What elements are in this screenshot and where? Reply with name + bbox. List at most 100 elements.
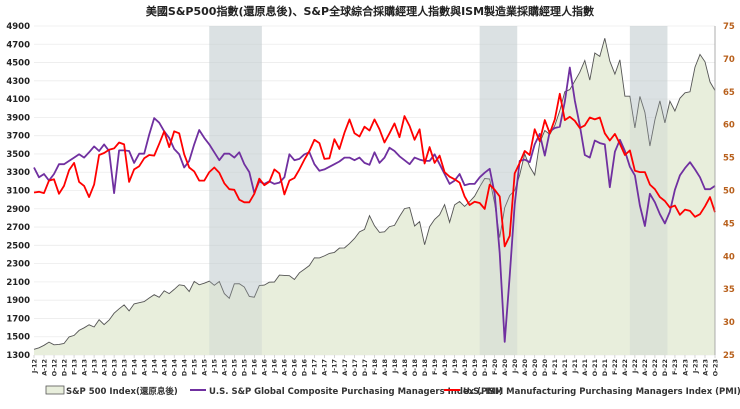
y-right-tick-label: 55 [723,154,735,164]
y-left-tick-label: 1700 [6,314,30,324]
x-tick-label: A-14 [160,359,168,376]
y-right-tick-label: 30 [723,318,735,328]
shaded-period-overlay [629,26,668,355]
x-tick-label: A-16 [261,359,269,376]
y-left-tick-label: 3700 [6,132,30,142]
y-left-tick-label: 2500 [6,241,30,251]
x-tick-label: A-15 [221,359,229,376]
y-left-tick-label: 2700 [6,223,30,233]
series-group [33,26,716,355]
x-tick-label: F-20 [491,359,499,375]
x-tick-label: F-18 [371,359,379,375]
x-tick-label: D-15 [241,359,249,377]
x-tick-label: F-22 [611,359,619,375]
x-tick-label: A-13 [80,359,88,376]
x-tick-label: O-18 [411,359,419,377]
y-left-tick-label: 2100 [6,278,30,288]
x-tick-label: O-17 [351,359,359,376]
y-left-tick-label: 4700 [6,40,30,50]
y-left-tick-label: 1300 [6,351,30,361]
x-tick-label: D-19 [481,359,489,377]
y-left-tick-label: 3100 [6,187,30,197]
x-tick-label: O-14 [171,359,179,377]
y-right-tick-label: 35 [723,285,735,295]
x-tick-label: A-20 [501,359,509,376]
x-tick-label: D-14 [181,359,189,377]
x-tick-label: O-21 [591,359,599,377]
legend-label-sp500: S&P 500 Index(還原息後) [66,386,178,397]
y-left-tick-label: 4300 [6,77,30,87]
x-tick-label: J-18 [391,359,399,375]
x-tick-label: A-23 [681,359,689,376]
y-left-tick-label: 2900 [6,205,30,215]
y-left-tick-label: 4100 [6,95,30,105]
x-tick-label: O-13 [110,359,118,376]
x-tick-label: J-14 [150,359,158,375]
x-tick-label: O-16 [291,359,299,377]
y-left-tick-label: 4500 [6,59,30,69]
x-tick-label: J-19 [451,359,459,375]
y-right-tick-label: 65 [723,88,735,98]
x-tick-label: F-21 [551,359,559,375]
y-left-tick-label: 2300 [6,260,30,270]
y-left-tick-label: 3900 [6,113,30,123]
x-tick-label: A-15 [201,359,209,376]
x-tick-label: A-18 [381,359,389,376]
legend-item-composite-pmi: U.S. S&P Global Composite Purchasing Man… [190,387,503,397]
x-tick-label: A-23 [701,359,709,376]
legend-swatch-sp500 [45,385,65,395]
x-tick-label: A-22 [641,359,649,376]
x-tick-label: O-22 [651,359,659,376]
y-left-tick-label: 4900 [6,22,30,32]
legend-item-sp500: S&P 500 Index(還原息後) [45,385,178,397]
x-tick-label: O-12 [50,359,58,376]
sp500-area [34,38,715,355]
x-tick-label: A-21 [561,359,569,376]
x-tick-label: A-16 [281,359,289,376]
composite-pmi-line [33,66,716,343]
x-tick-label: F-14 [130,359,138,375]
x-tick-label: J-12 [30,359,38,374]
x-tick-label: J-21 [571,359,579,375]
x-tick-label: A-20 [521,359,529,376]
x-tick-label: J-13 [90,359,98,374]
shaded-period-overlay [479,26,518,355]
x-tick-label: A-18 [401,359,409,376]
x-tick-label: J-23 [691,359,699,374]
y-left-tick-label: 3500 [6,150,30,160]
x-tick-label: J-15 [211,359,219,375]
legend-label-composite-pmi: U.S. S&P Global Composite Purchasing Man… [209,387,503,397]
x-tick-label: F-15 [191,359,199,375]
y-right-tick-label: 70 [723,55,735,65]
x-tick-label: O-15 [231,359,239,377]
ism-pmi-line [33,92,716,248]
x-tick-label: A-19 [461,359,469,376]
x-tick-label: D-17 [361,359,369,376]
axes: 1300 1500 1700 1900 2100 2300 2500 2700 2900 3100… [6,22,735,376]
x-tick-label: A-22 [621,359,629,376]
legend-label-ism-pmi: U.S. ISM Manufacturing Purchasing Manage… [463,387,740,397]
x-tick-label: D-12 [60,359,68,376]
x-tick-label: D-22 [661,359,669,376]
y-right-tick-label: 50 [723,187,735,197]
legend: S&P 500 Index(還原息後) U.S. S&P Global Comp… [45,385,740,397]
x-tick-label: D-20 [541,359,549,377]
y-right-tick-label: 75 [723,22,735,32]
x-tick-label: A-12 [40,359,48,376]
y-left-tick-label: 3300 [6,168,30,178]
x-tick-label: O-23 [711,359,719,376]
x-tick-label: D-16 [301,359,309,377]
x-tick-label: A-19 [441,359,449,376]
x-tick-label: J-17 [331,359,339,374]
y-right-tick-label: 25 [723,351,735,361]
x-tick-label: O-20 [531,359,539,377]
legend-item-ism-pmi: U.S. ISM Manufacturing Purchasing Manage… [444,387,740,397]
x-tick-label: A-13 [100,359,108,376]
sp500-line [33,38,716,350]
y-left-tick-label: 1500 [6,333,30,343]
y-right-tick-label: 60 [723,121,735,131]
x-tick-label: O-19 [471,359,479,377]
x-tick-label: A-17 [321,359,329,376]
x-tick-label: F-19 [431,359,439,375]
